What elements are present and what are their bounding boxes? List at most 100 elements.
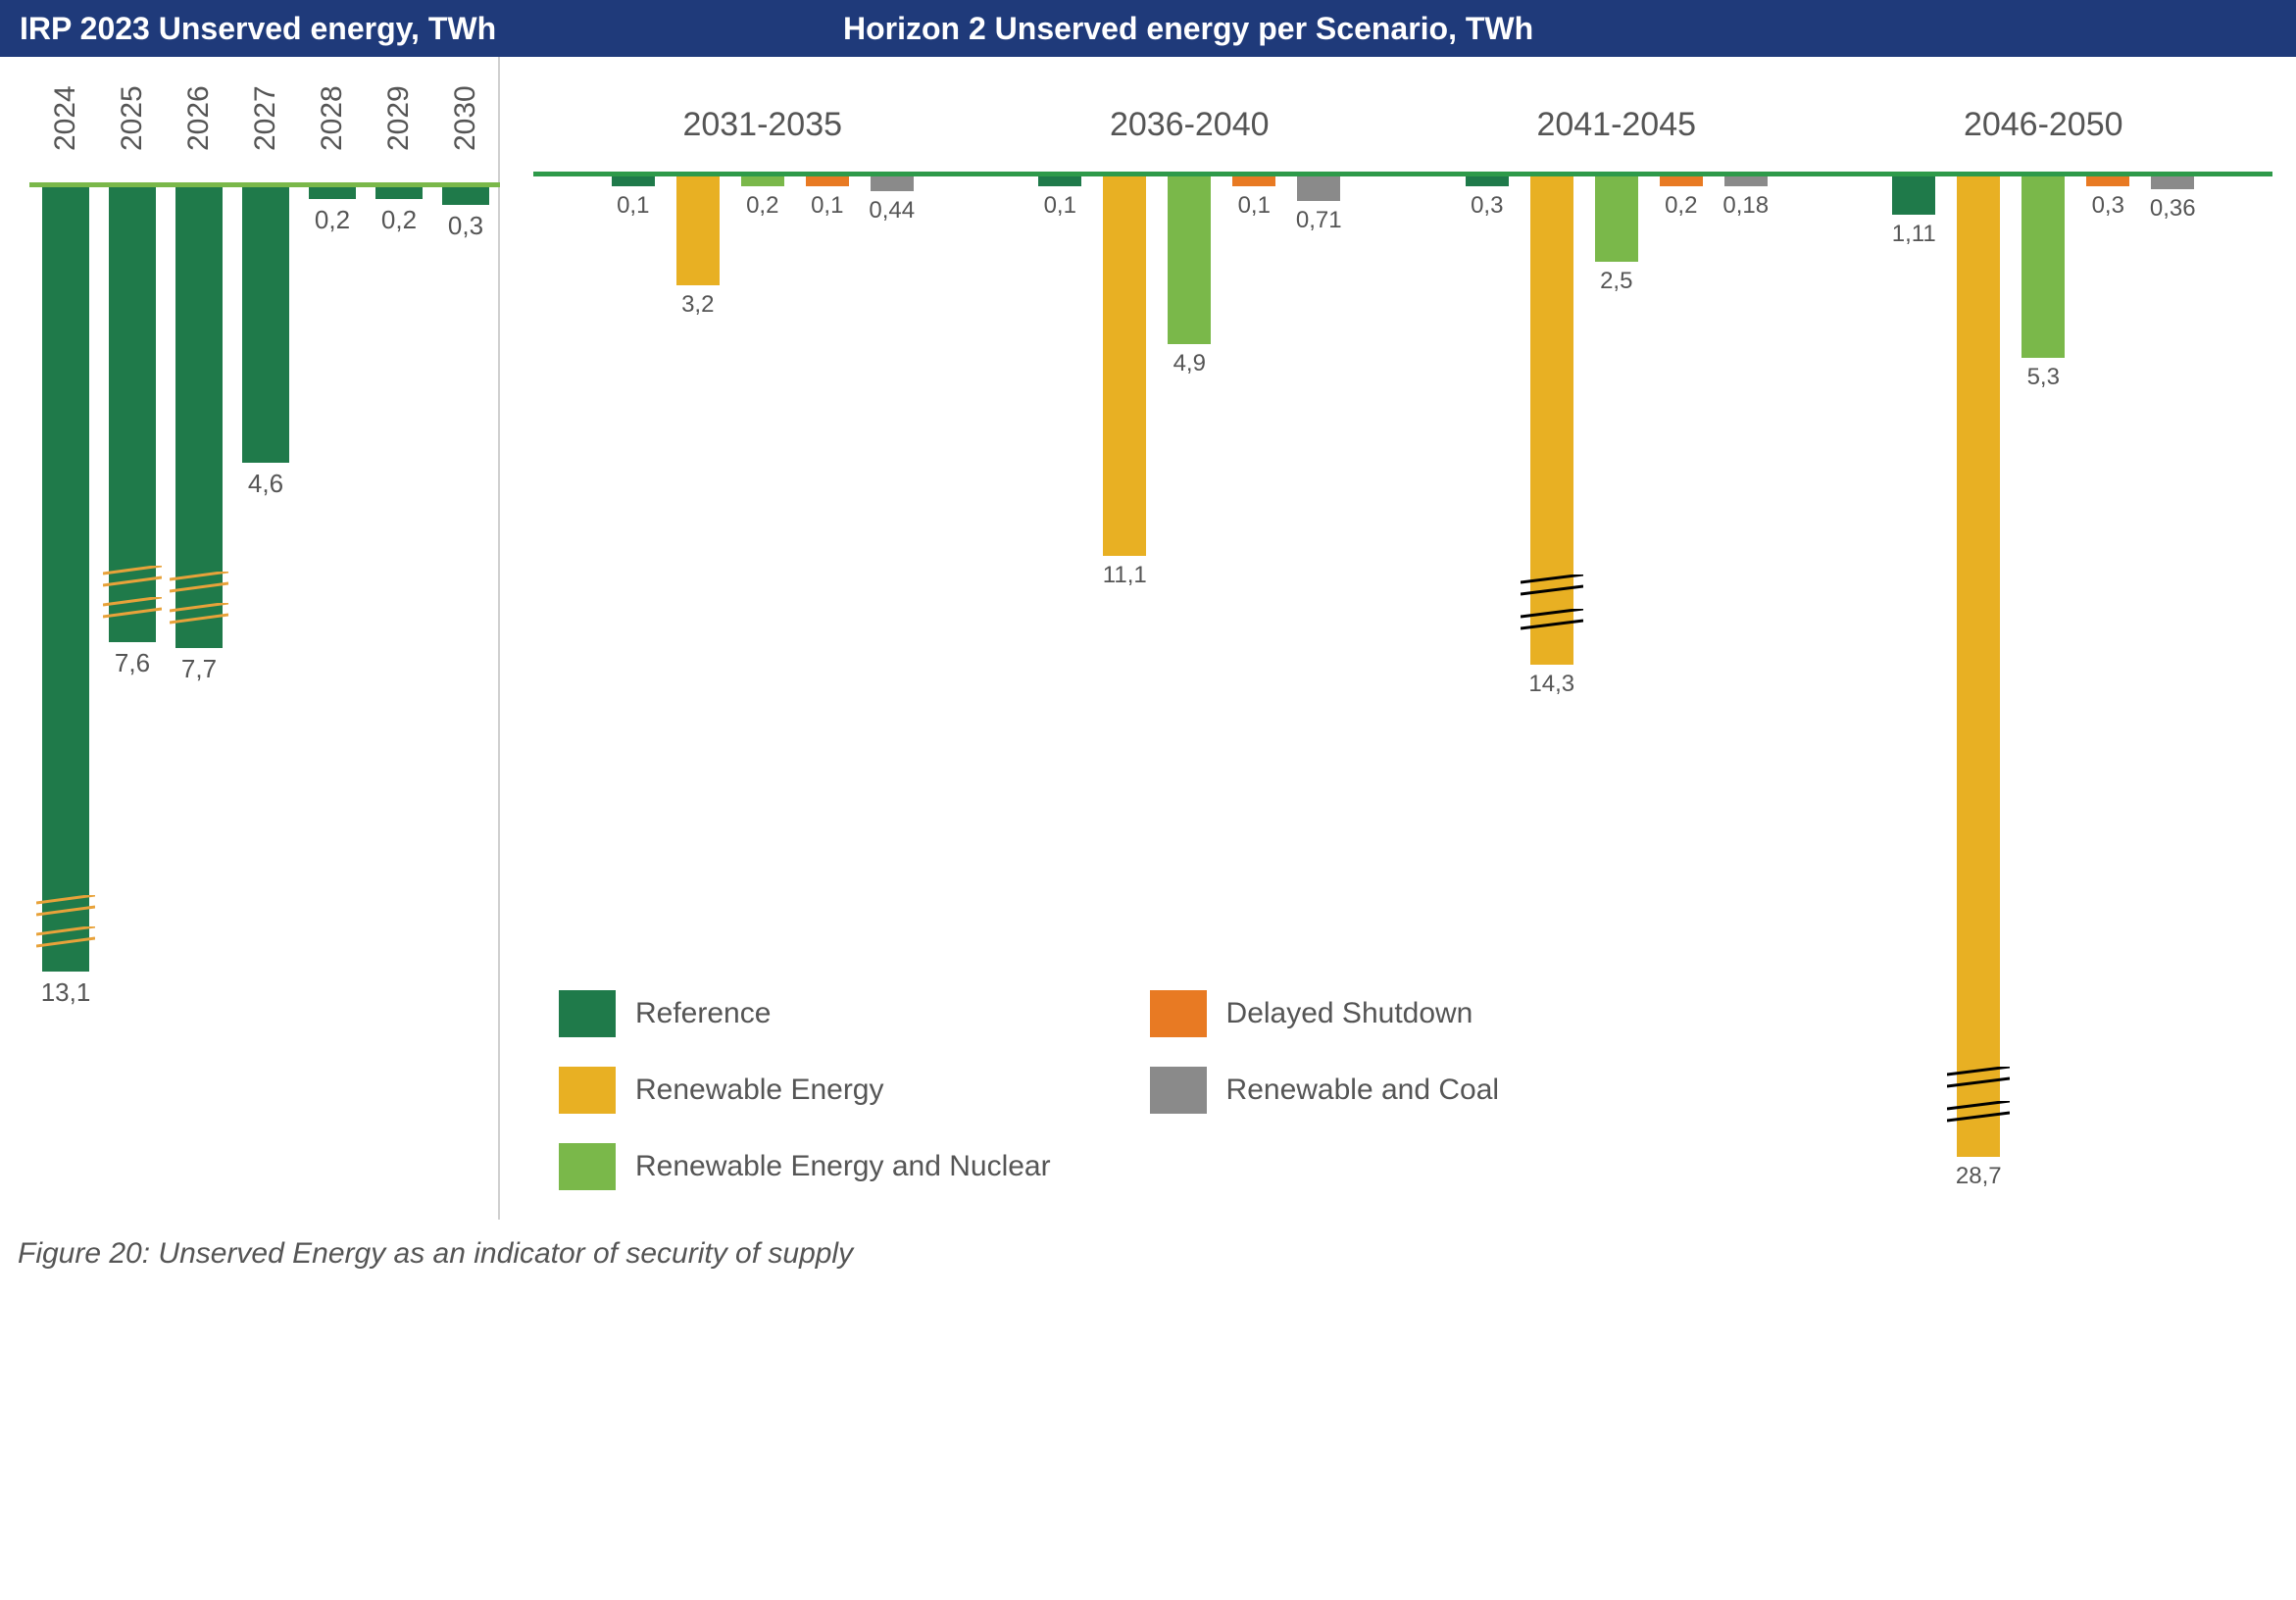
bar-rect [1232, 176, 1275, 186]
bar-rect [612, 176, 655, 186]
bar-rect [1595, 176, 1638, 262]
year-label: 2028 [316, 98, 349, 151]
right-bar: 0,3 [2084, 176, 2131, 1190]
bar-rect [2086, 176, 2129, 186]
header-left-title: IRP 2023 Unserved energy, TWh [0, 11, 500, 47]
axis-break-icon [170, 603, 228, 621]
year-label: 2025 [116, 98, 149, 151]
bar-value-label: 4,6 [248, 469, 283, 499]
bar-value-label: 7,7 [181, 654, 217, 684]
left-bar: 7,6 [106, 187, 159, 1008]
bar-rect [242, 187, 289, 463]
bar-value-label: 5,3 [2027, 364, 2060, 391]
left-chart: 2024202520262027202820292030 13,17,67,74… [0, 57, 500, 1220]
axis-break-icon [36, 926, 95, 944]
year-label: 2026 [182, 98, 216, 151]
axis-break-icon [1521, 575, 1583, 596]
bar-value-label: 0,2 [381, 205, 417, 235]
legend-item: Reference [559, 990, 1052, 1037]
axis-break-icon [103, 566, 162, 583]
left-bar: 0,2 [306, 187, 359, 1008]
legend-label: Renewable Energy and Nuclear [635, 1150, 1051, 1183]
right-bar: 5,3 [2020, 176, 2067, 1190]
legend-swatch [559, 990, 616, 1037]
bar-rect [1724, 176, 1768, 186]
year-label: 2030 [449, 98, 482, 151]
bar-value-label: 0,2 [315, 205, 350, 235]
bar-value-label: 7,6 [115, 648, 150, 678]
left-bar: 0,3 [439, 187, 492, 1008]
left-bar: 7,7 [173, 187, 225, 1008]
bar-value-label: 0,18 [1722, 192, 1769, 220]
legend-label: Reference [635, 997, 771, 1030]
legend-item: Delayed Shutdown [1150, 990, 1500, 1037]
bar-rect [1892, 176, 1935, 215]
right-period-labels: 2031-20352036-20402041-20452046-2050 [529, 67, 2276, 172]
bar-value-label: 14,3 [1528, 671, 1574, 698]
bar-rect [2151, 176, 2194, 189]
axis-break-icon [103, 597, 162, 615]
charts-row: 2024202520262027202820292030 13,17,67,74… [0, 57, 2296, 1220]
bar-value-label: 0,1 [1238, 192, 1271, 220]
axis-break-icon [170, 572, 228, 589]
legend-label: Renewable and Coal [1226, 1074, 1500, 1107]
period-label: 2041-2045 [1403, 106, 1830, 144]
legend-item: Renewable Energy and Nuclear [559, 1143, 1052, 1190]
bar-value-label: 3,2 [681, 291, 714, 319]
left-bar: 0,2 [373, 187, 425, 1008]
bar-value-label: 1,11 [1892, 221, 1936, 248]
axis-break-icon [1947, 1101, 2010, 1123]
left-year-labels: 2024202520262027202820292030 [29, 67, 498, 176]
bar-value-label: 0,2 [746, 192, 778, 220]
right-bar: 0,2 [1658, 176, 1705, 1190]
bar-rect [309, 187, 356, 199]
year-label: 2024 [49, 98, 82, 151]
bar-rect [109, 187, 156, 642]
bar-value-label: 2,5 [1600, 268, 1632, 295]
legend-swatch [1150, 990, 1207, 1037]
figure-container: IRP 2023 Unserved energy, TWh Horizon 2 … [0, 0, 2296, 1271]
bar-value-label: 0,1 [1044, 192, 1076, 220]
right-chart: 2031-20352036-20402041-20452046-2050 0,1… [500, 57, 2296, 1220]
bar-rect [42, 187, 89, 972]
right-bar: 0,18 [1722, 176, 1770, 1190]
bar-value-label: 0,2 [1665, 192, 1697, 220]
bar-value-label: 28,7 [1956, 1163, 2002, 1190]
axis-break-icon [1947, 1067, 2010, 1088]
bar-value-label: 13,1 [41, 977, 91, 1008]
bar-rect [375, 187, 423, 199]
bar-rect [2021, 176, 2065, 358]
legend-item: Renewable and Coal [1150, 1067, 1500, 1114]
legend-item: Renewable Energy [559, 1067, 1052, 1114]
bar-rect [741, 176, 784, 186]
bar-rect [1168, 176, 1211, 344]
legend: Reference Delayed Shutdown Renewable Energ… [559, 990, 1500, 1190]
bar-rect [1297, 176, 1340, 201]
bar-value-label: 0,44 [869, 197, 915, 225]
header-bar: IRP 2023 Unserved energy, TWh Horizon 2 … [0, 0, 2296, 57]
bar-rect [1530, 176, 1573, 665]
legend-label: Renewable Energy [635, 1074, 884, 1107]
right-bar: 0,36 [2149, 176, 2196, 1190]
bar-value-label: 0,1 [617, 192, 649, 220]
bar-value-label: 11,1 [1103, 562, 1147, 589]
year-label: 2027 [249, 98, 282, 151]
bar-rect [1957, 176, 2000, 1157]
right-bar: 14,3 [1528, 176, 1575, 1190]
bar-value-label: 0,71 [1296, 207, 1342, 234]
bar-group: 1,11 28,7 5,3 0,3 0,36 [1830, 176, 2258, 1190]
period-label: 2046-2050 [1830, 106, 2258, 144]
bar-rect [442, 187, 489, 205]
bar-rect [1103, 176, 1146, 556]
legend-swatch [559, 1067, 616, 1114]
period-label: 2036-2040 [976, 106, 1404, 144]
right-bar: 1,11 [1890, 176, 1937, 1190]
bar-value-label: 4,9 [1173, 350, 1206, 377]
bar-value-label: 0,36 [2150, 195, 2196, 223]
bar-rect [871, 176, 914, 191]
bar-rect [1660, 176, 1703, 186]
bar-rect [676, 176, 720, 285]
legend-swatch [1150, 1067, 1207, 1114]
right-bar: 2,5 [1593, 176, 1640, 1190]
left-bar: 4,6 [239, 187, 292, 1008]
